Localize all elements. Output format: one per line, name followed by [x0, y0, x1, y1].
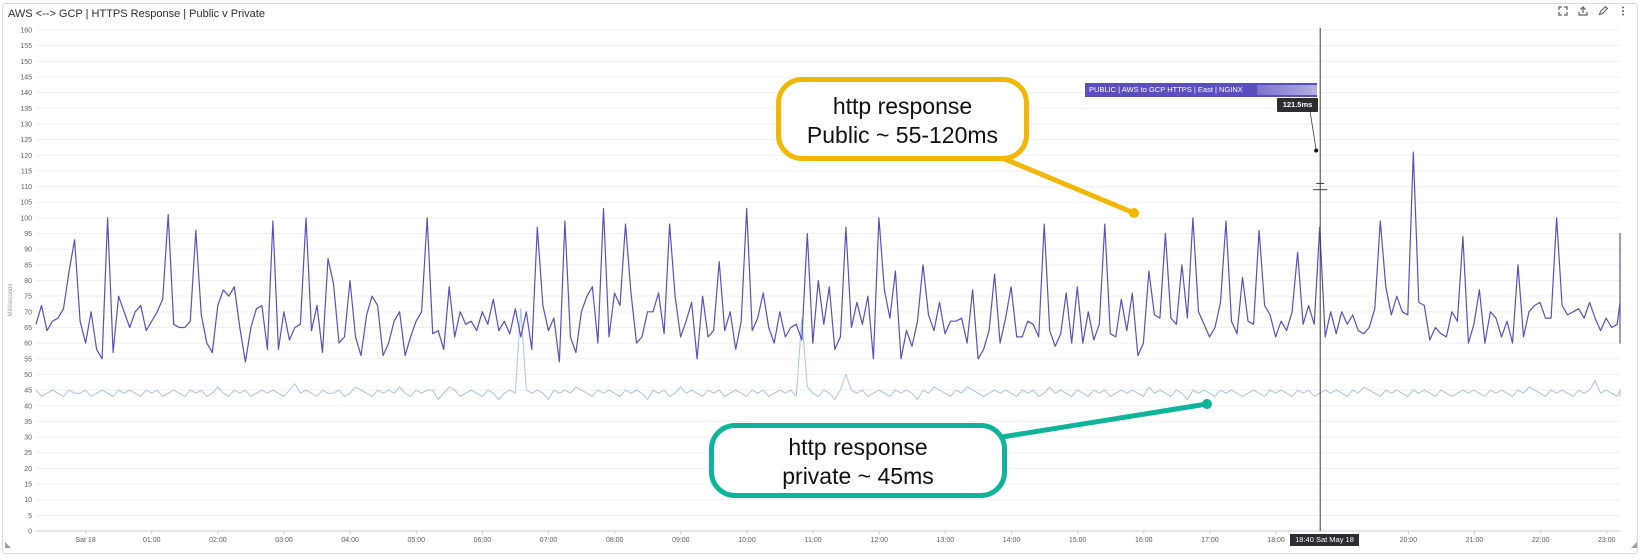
y-tick-label: 105	[20, 200, 32, 207]
y-tick-label: 80	[24, 278, 32, 285]
widget-toolbar	[1557, 5, 1629, 20]
cursor-series-label: PUBLIC | AWS to GCP HTTPS | East | NGINX	[1085, 83, 1317, 97]
y-tick-label: 135	[20, 106, 32, 113]
cursor-time-badge: 18:40 Sat May 18	[1290, 534, 1359, 546]
x-tick-label: 13:00	[937, 537, 955, 544]
y-tick-label: 25	[24, 450, 32, 457]
cursor-leader	[1309, 111, 1317, 151]
y-tick-label: 120	[20, 153, 32, 160]
cursor-series-swatch	[1257, 85, 1317, 95]
y-tick-label: 145	[20, 74, 32, 81]
y-tick-label: 20	[24, 466, 32, 473]
x-tick-label: 01:00	[143, 537, 161, 544]
x-tick-label: 14:00	[1003, 537, 1021, 544]
x-tick-label: 04:00	[341, 537, 359, 544]
y-tick-label: 50	[24, 372, 32, 379]
private-callout-line1: http response	[788, 434, 928, 460]
y-tick-label: 85	[24, 262, 32, 269]
private-callout-line2: private ~ 45ms	[782, 463, 934, 489]
public-response-callout: http response Public ~ 55-120ms	[776, 77, 1029, 161]
y-tick-label: 5	[28, 513, 32, 520]
public-connector-line	[997, 154, 1137, 216]
series-lines	[35, 151, 1621, 400]
y-tick-label: 60	[24, 341, 32, 348]
x-tick-label: 16:00	[1135, 537, 1153, 544]
x-tick-label: 15:00	[1069, 537, 1087, 544]
cursor-value-badge: 121.5ms	[1277, 98, 1318, 112]
x-tick-label: 02:00	[209, 537, 227, 544]
public-callout-line1: http response	[832, 93, 973, 119]
public-callout-line2: Public ~ 55-120ms	[806, 122, 999, 148]
y-axis-label: Milliseconds	[8, 284, 14, 317]
y-tick-label: 115	[21, 168, 32, 175]
x-tick-label: Sat 18	[75, 537, 95, 544]
y-tick-label: 100	[20, 215, 32, 222]
y-tick-label: 0	[28, 529, 32, 536]
y-tick-label: 90	[24, 247, 32, 254]
x-tick-label: 17:00	[1201, 537, 1219, 544]
y-tick-label: 70	[24, 309, 32, 316]
export-icon[interactable]	[1577, 6, 1589, 20]
y-tick-label: 55	[24, 356, 32, 363]
y-tick-label: 35	[24, 419, 32, 426]
y-tick-label: 45	[24, 388, 32, 395]
x-tick-label: 23:00	[1598, 537, 1616, 544]
y-tick-label: 110	[21, 184, 32, 191]
y-tick-label: 65	[24, 325, 32, 332]
y-tick-label: 95	[24, 231, 32, 238]
y-tick-label: 40	[24, 403, 32, 410]
expand-icon[interactable]	[1557, 6, 1569, 20]
edit-icon[interactable]	[1597, 5, 1609, 20]
y-tick-label: 150	[20, 59, 32, 66]
x-tick-label: 20:00	[1400, 537, 1418, 544]
more-icon[interactable]	[1617, 6, 1629, 20]
public-connector-dot	[1129, 208, 1139, 218]
x-tick-label: 18:00	[1267, 537, 1285, 544]
series-line-public	[35, 151, 1621, 363]
y-tick-label: 30	[24, 435, 32, 442]
series-line-private	[35, 308, 1621, 400]
y-axis: 0 5 10 15 20 25 30 35 40 45 50 55 60 65 70 75 80 85 90 95 10…	[20, 28, 32, 536]
widget-title: AWS <--> GCP | HTTPS Response | Public v…	[8, 8, 265, 20]
y-tick-label: 160	[20, 28, 32, 35]
x-tick-label: 05:00	[408, 537, 426, 544]
private-response-callout: http response private ~ 45ms	[709, 423, 1007, 498]
y-tick-label: 130	[20, 121, 32, 128]
x-tick-label: 11:00	[805, 537, 822, 544]
cursor-series-name: PUBLIC | AWS to GCP HTTPS | East | NGINX	[1089, 85, 1243, 94]
x-axis: Sat 18 01:00 02:00 03:00 04:00 05:00 06:00 07:0…	[75, 531, 1616, 544]
private-connector-line	[999, 401, 1210, 440]
x-tick-label: 07:00	[540, 537, 558, 544]
resize-handle-right[interactable]	[1631, 542, 1637, 548]
x-tick-label: 12:00	[870, 537, 888, 544]
x-tick-label: 06:00	[474, 537, 492, 544]
y-tick-label: 75	[24, 294, 32, 301]
y-tick-label: 155	[20, 43, 32, 50]
x-tick-label: 08:00	[606, 537, 624, 544]
x-tick-label: 03:00	[275, 537, 293, 544]
y-tick-label: 125	[20, 137, 32, 144]
x-tick-label: 10:00	[738, 537, 756, 544]
x-tick-label: 22:00	[1532, 537, 1550, 544]
hover-cursor	[1309, 28, 1328, 531]
private-connector-dot	[1202, 399, 1212, 409]
x-tick-label: 09:00	[672, 537, 690, 544]
annotation-connectors	[997, 154, 1212, 440]
y-tick-label: 140	[20, 90, 32, 97]
y-tick-label: 10	[24, 497, 32, 504]
y-tick-label: 15	[24, 482, 32, 489]
resize-handle-left[interactable]	[5, 542, 11, 548]
x-tick-label: 21:00	[1466, 537, 1484, 544]
